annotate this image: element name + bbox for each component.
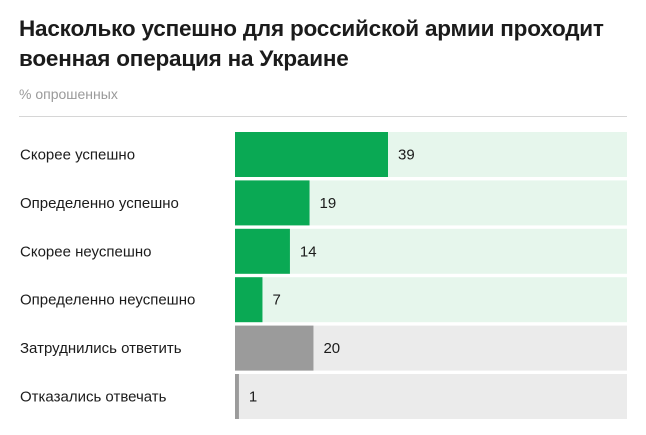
bar bbox=[235, 132, 388, 177]
value-label: 19 bbox=[320, 195, 337, 212]
chart-title: Насколько успешно для российской армии п… bbox=[19, 16, 604, 71]
bar-track bbox=[235, 374, 627, 419]
value-label: 39 bbox=[398, 147, 415, 164]
bar-track bbox=[235, 277, 627, 323]
value-label: 14 bbox=[300, 243, 317, 260]
category-label: Отказались отвечать bbox=[20, 389, 167, 406]
category-label: Определенно успешно bbox=[20, 195, 179, 212]
bar bbox=[235, 228, 290, 274]
value-label: 20 bbox=[323, 340, 340, 357]
value-label: 1 bbox=[249, 389, 257, 406]
header-divider bbox=[19, 116, 627, 117]
value-label: 7 bbox=[272, 292, 280, 309]
bar bbox=[235, 374, 239, 419]
category-label: Скорее успешно bbox=[20, 147, 135, 164]
category-label: Определенно неуспешно bbox=[20, 292, 195, 309]
category-label: Скорее неуспешно bbox=[20, 243, 152, 260]
bar bbox=[235, 180, 310, 226]
category-label: Затруднились ответить bbox=[20, 340, 182, 357]
bar bbox=[235, 325, 314, 371]
chart-subtitle: % опрошенных bbox=[19, 86, 118, 102]
bar-track bbox=[235, 228, 627, 274]
bar bbox=[235, 277, 263, 323]
